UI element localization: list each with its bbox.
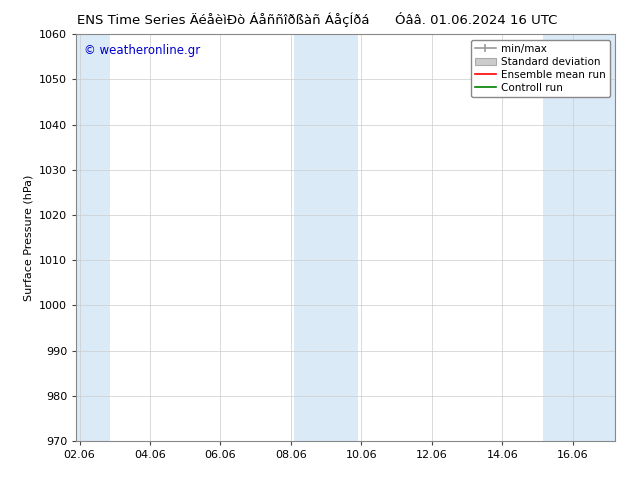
Text: ENS Time Series ÄéåèìÐò Áåññîðßàñ ÁåçÍðá      Óââ. 01.06.2024 16 UTC: ENS Time Series ÄéåèìÐò Áåññîðßàñ ÁåçÍðá… (77, 12, 557, 27)
Y-axis label: Surface Pressure (hPa): Surface Pressure (hPa) (23, 174, 34, 301)
Bar (574, 34, 615, 441)
Bar (326, 34, 358, 441)
Bar (543, 34, 574, 441)
Bar (294, 34, 326, 441)
Bar (76, 34, 110, 441)
Legend: min/max, Standard deviation, Ensemble mean run, Controll run: min/max, Standard deviation, Ensemble me… (470, 40, 610, 97)
Text: © weatheronline.gr: © weatheronline.gr (84, 45, 200, 57)
